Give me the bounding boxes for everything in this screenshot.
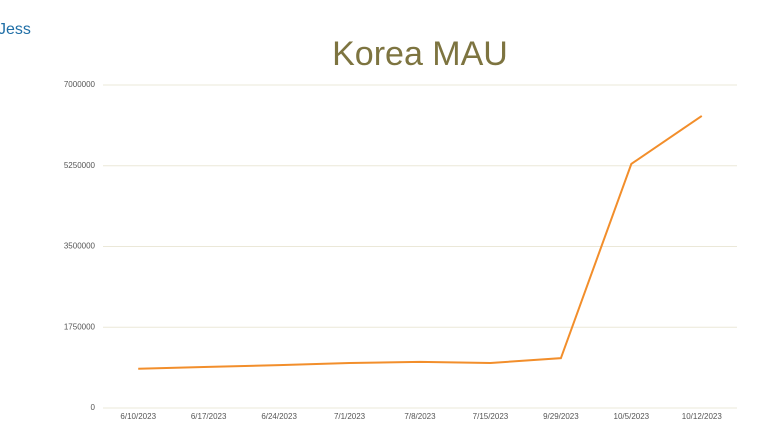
- x-tick-label: 6/24/2023: [261, 412, 297, 421]
- user-name[interactable]: Jess: [0, 21, 31, 38]
- y-tick-label: 1750000: [64, 322, 96, 331]
- x-tick-label: 6/10/2023: [120, 412, 156, 421]
- y-tick-label: 5250000: [64, 161, 96, 170]
- x-tick-label: 6/17/2023: [191, 412, 227, 421]
- y-tick-label: 7000000: [64, 80, 96, 89]
- x-tick-label: 10/12/2023: [682, 412, 723, 421]
- x-tick-label: 10/5/2023: [614, 412, 650, 421]
- x-tick-label: 7/8/2023: [404, 412, 436, 421]
- chart-title: Korea MAU: [332, 35, 508, 73]
- x-tick-label: 9/29/2023: [543, 412, 579, 421]
- y-tick-label: 0: [91, 403, 96, 412]
- x-tick-label: 7/15/2023: [473, 412, 509, 421]
- y-tick-label: 3500000: [64, 242, 96, 251]
- data-line: [138, 115, 703, 370]
- x-tick-label: 7/1/2023: [334, 412, 366, 421]
